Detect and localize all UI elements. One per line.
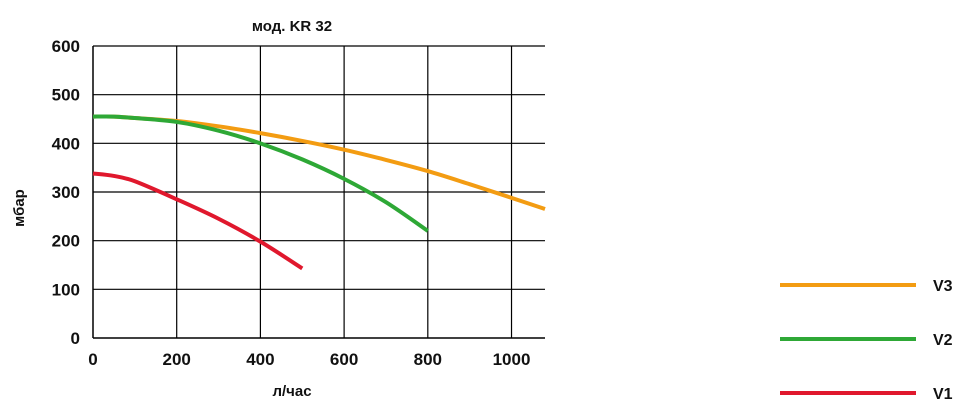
y-axis-label: мбар: [11, 189, 28, 227]
legend: V3 V2 V1: [780, 278, 953, 403]
y-tick-label: 0: [71, 329, 80, 348]
x-tick-label: 800: [414, 350, 442, 369]
y-axis-ticks: 0 100 200 300 400 500 600: [52, 37, 80, 348]
y-tick-label: 600: [52, 37, 80, 56]
grid: [93, 45, 545, 338]
series-line-v2: [92, 114, 429, 233]
legend-label-v1: V1: [933, 386, 953, 403]
series-lines: [92, 114, 546, 271]
legend-label-v2: V2: [933, 332, 953, 349]
y-tick-label: 400: [52, 134, 80, 153]
chart-title: мод. KR 32: [252, 18, 332, 35]
axes: [92, 46, 545, 339]
x-tick-label: 0: [88, 350, 97, 369]
x-axis-label: л/час: [272, 383, 311, 400]
x-axis-ticks: 0 200 400 600 800 1000: [88, 350, 530, 369]
y-tick-label: 300: [52, 183, 80, 202]
y-tick-label: 200: [52, 232, 80, 251]
series-line-v1: [92, 171, 304, 271]
legend-label-v3: V3: [933, 278, 953, 295]
y-tick-label: 100: [52, 280, 80, 299]
y-tick-label: 500: [52, 86, 80, 105]
x-tick-label: 400: [246, 350, 274, 369]
series-line-v3: [92, 114, 546, 211]
x-tick-label: 1000: [493, 350, 531, 369]
x-tick-label: 600: [330, 350, 358, 369]
x-tick-label: 200: [163, 350, 191, 369]
